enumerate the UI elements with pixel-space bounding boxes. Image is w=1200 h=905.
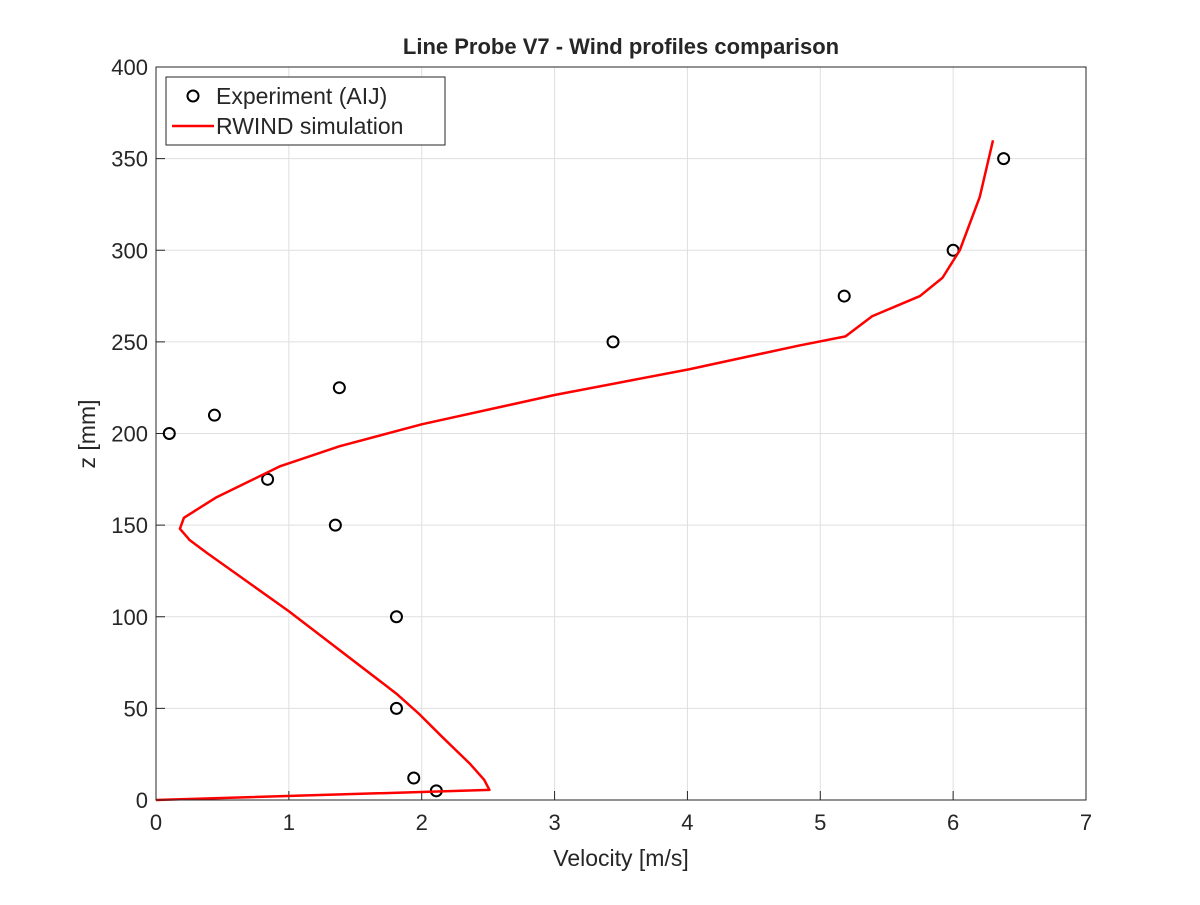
x-tick-label: 4 [681, 810, 693, 835]
experiment-point [162, 427, 176, 440]
y-tick-label: 200 [111, 422, 148, 447]
x-tick-label: 6 [947, 810, 959, 835]
x-axis: 0 1 2 3 4 5 6 7 [150, 791, 1092, 835]
x-tick-label: 1 [283, 810, 295, 835]
legend-box [165, 76, 446, 146]
chart-title: Line Probe V7 - Wind profiles comparison [403, 34, 839, 59]
legend: Experiment (AIJ) RWIND simulation [165, 76, 446, 146]
y-axis-label: z [mm] [74, 400, 100, 469]
experiment-point [389, 610, 403, 624]
legend-label-experiment: Experiment (AIJ) [216, 83, 387, 109]
y-tick-label: 400 [111, 55, 148, 80]
x-tick-label: 0 [150, 810, 162, 835]
y-tick-label: 300 [111, 238, 148, 263]
experiment-point [328, 518, 342, 532]
experiment-point [837, 289, 851, 303]
experiment-point [261, 472, 275, 486]
experiment-point [407, 771, 421, 785]
x-tick-label: 3 [548, 810, 560, 835]
x-tick-label: 7 [1080, 810, 1092, 835]
y-tick-label: 350 [111, 147, 148, 172]
y-axis: 0 50 100 150 200 250 300 350 400 [111, 55, 165, 813]
y-tick-label: 250 [111, 330, 148, 355]
experiment-point [997, 152, 1011, 166]
experiment-point [207, 408, 221, 422]
experiment-point [606, 335, 620, 349]
experiment-point [332, 381, 346, 395]
x-axis-label: Velocity [m/s] [553, 845, 688, 871]
series-layer [155, 140, 1011, 802]
y-tick-label: 50 [124, 696, 148, 721]
rwind-simulation-line [155, 140, 995, 802]
experiment-point [389, 701, 403, 715]
axes-box [155, 66, 1087, 801]
y-tick-label: 100 [111, 605, 148, 630]
y-tick-label: 150 [111, 513, 148, 538]
legend-marker-experiment [186, 89, 200, 103]
x-tick-label: 2 [416, 810, 428, 835]
x-tick-label: 5 [814, 810, 826, 835]
legend-label-rwind: RWIND simulation [216, 113, 403, 139]
y-tick-label: 0 [136, 788, 148, 813]
